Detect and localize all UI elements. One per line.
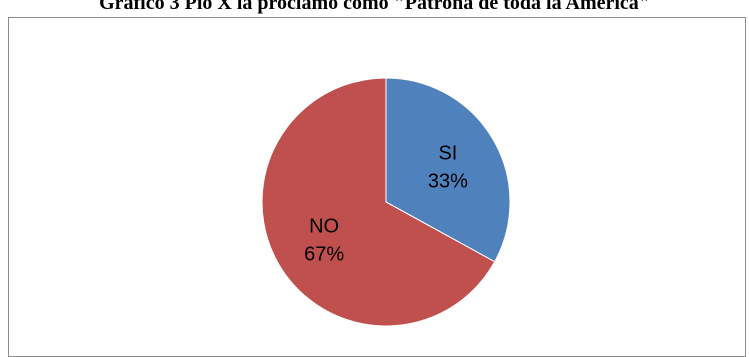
slice-category-label-si: SI [438, 142, 457, 164]
pie-slice-si [385, 77, 511, 263]
pie-chart: SI 33% NO 67% [261, 77, 511, 327]
pie-slice-no [261, 77, 496, 327]
slice-percent-label-si: 33% [428, 170, 468, 192]
chart-title: Gráfico 3 Pío X la proclamó como "Patron… [99, 0, 650, 14]
pie-labels: SI 33% NO 67% [304, 142, 468, 265]
pie-slices [261, 77, 511, 327]
slice-category-label-no: NO [309, 216, 339, 238]
slice-percent-label-no: 67% [304, 244, 344, 266]
chart-frame: SI 33% NO 67% [8, 17, 746, 357]
